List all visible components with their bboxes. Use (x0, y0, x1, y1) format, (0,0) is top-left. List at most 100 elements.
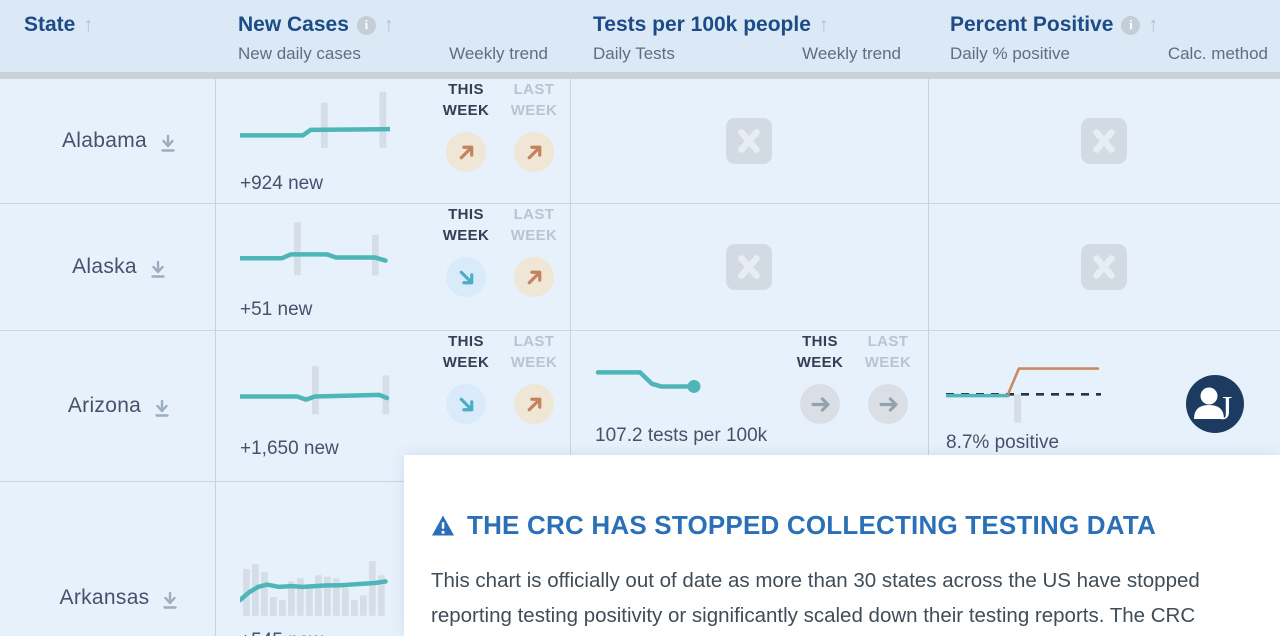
column-divider (928, 0, 929, 636)
trend-this-week: THIS WEEK (791, 331, 849, 424)
trend-last-week: LAST WEEK (505, 204, 563, 297)
notice-body: This chart is officially out of date as … (431, 569, 1200, 627)
new-cases-value: +51 new (240, 299, 313, 320)
trend-this-week: THIS WEEK (437, 331, 495, 424)
new-cases-sparkline (240, 561, 388, 616)
sort-ascending-icon[interactable]: ↑ (383, 14, 394, 36)
trend-week-label: LAST WEEK (510, 206, 558, 244)
jhu-calculated-icon[interactable]: J (1185, 374, 1245, 439)
positive-no-data-cell (928, 204, 1280, 330)
new-cases-sparkline (240, 222, 388, 276)
trend-arrow-icon (879, 396, 897, 412)
trend-this-week: THIS WEEK (437, 79, 495, 172)
state-cell: Arizona (0, 331, 215, 481)
sort-ascending-icon[interactable]: ↑ (83, 14, 94, 36)
subheader-calc-method: Calc. method (1167, 44, 1268, 63)
trend-week-label: THIS WEEK (442, 81, 490, 119)
subheader-weekly-trend: Weekly trend (449, 44, 548, 63)
daily-tests-cell: 107.2 tests per 100k (570, 331, 780, 481)
new-daily-cases-cell: +1,650 new (215, 331, 430, 481)
trend-arrow-icon (527, 397, 541, 411)
new-cases-value: +1,650 new (240, 438, 339, 459)
column-divider (215, 0, 216, 636)
percent-positive-sparkline (946, 367, 1101, 423)
state-cell: Alaska (0, 204, 215, 330)
download-state-data-button[interactable] (161, 591, 179, 610)
weekly-trend: THIS WEEK LAST WEEK (430, 204, 570, 330)
positive-no-data-cell (928, 79, 1280, 203)
daily-percent-positive-cell: 8.7% positive (928, 331, 1150, 481)
table-header: State ↑ New Cases i ↑ New daily cases We… (0, 0, 1280, 72)
trend-week-label: THIS WEEK (796, 333, 844, 371)
trend-arrow-icon (527, 270, 541, 284)
download-state-data-button[interactable] (153, 399, 171, 418)
calc-method-cell: J (1150, 331, 1280, 481)
new-daily-cases-cell: +545 new (215, 482, 430, 636)
trend-up-badge (514, 384, 554, 424)
column-divider (570, 0, 571, 636)
tests-value: 107.2 tests per 100k (595, 425, 768, 447)
notice-title: THE CRC HAS STOPPED COLLECTING TESTING D… (467, 510, 1156, 540)
table-row: Arizona +1,650 new THIS WEEK LAST WEEK 107.2 t… (0, 331, 1280, 482)
new-daily-cases-cell: +924 new (215, 79, 430, 203)
header-scroll-track (0, 72, 1280, 79)
testing-data-notice: THE CRC HAS STOPPED COLLECTING TESTING D… (404, 455, 1280, 636)
sort-ascending-icon[interactable]: ↑ (1148, 14, 1159, 36)
trend-week-label: LAST WEEK (510, 333, 558, 371)
trend-arrow-icon (459, 397, 473, 411)
trend-arrow-icon (459, 145, 473, 159)
no-data-icon (1081, 244, 1127, 290)
tests-sparkline (595, 370, 701, 394)
no-data-icon (726, 244, 772, 290)
trend-down-badge (446, 257, 486, 297)
tests-no-data-cell (570, 204, 928, 330)
new-daily-cases-cell: +51 new (215, 204, 430, 330)
header-col-tests: Tests per 100k people ↑ Daily Tests Week… (593, 0, 901, 72)
state-name: Arkansas (59, 586, 150, 609)
subheader-daily-percent-positive: Daily % positive (950, 44, 1070, 63)
table-row: Alaska +51 new THIS WEEK LAST WEEK (0, 204, 1280, 331)
trend-last-week: LAST WEEK (859, 331, 917, 424)
trend-last-week: LAST WEEK (505, 79, 563, 172)
header-tests-title: Tests per 100k people (593, 13, 811, 36)
header-col-positive: Percent Positive i ↑ Daily % positive Ca… (950, 0, 1268, 72)
download-state-data-button[interactable] (159, 134, 177, 153)
state-name: Alabama (62, 129, 147, 152)
weekly-trend: THIS WEEK LAST WEEK (780, 331, 928, 481)
trend-arrow-icon (459, 270, 473, 284)
subheader-new-daily-cases: New daily cases (238, 44, 361, 63)
tests-no-data-cell (570, 79, 928, 203)
header-positive-title: Percent Positive (950, 13, 1114, 36)
info-icon[interactable]: i (356, 15, 376, 35)
trend-week-label: LAST WEEK (864, 333, 912, 371)
header-col-state: State ↑ (24, 0, 204, 72)
svg-text:J: J (1219, 390, 1232, 427)
subheader-weekly-trend: Weekly trend (802, 44, 901, 63)
percent-positive-value: 8.7% positive (946, 432, 1060, 453)
new-cases-sparkline (240, 91, 390, 148)
state-name: Arizona (67, 394, 142, 417)
subheader-daily-tests: Daily Tests (593, 44, 675, 63)
weekly-trend: THIS WEEK LAST WEEK (430, 79, 570, 203)
table-row: Arkansas +545 new (0, 482, 1280, 636)
table-row: Alabama +924 new THIS WEEK LAST WEEK (0, 79, 1280, 204)
download-state-data-button[interactable] (149, 260, 167, 279)
trend-week-label: LAST WEEK (510, 81, 558, 119)
sort-ascending-icon[interactable]: ↑ (818, 14, 829, 36)
trend-this-week: THIS WEEK (437, 204, 495, 297)
header-col-new-cases: New Cases i ↑ New daily cases Weekly tre… (238, 0, 548, 72)
trend-arrow-icon (527, 145, 541, 159)
weekly-trend: THIS WEEK LAST WEEK (430, 331, 570, 481)
state-name: Alaska (72, 255, 137, 278)
header-state-title: State (24, 13, 76, 36)
state-cell: Alabama (0, 79, 215, 203)
trend-week-label: THIS WEEK (442, 206, 490, 244)
no-data-icon (726, 118, 772, 164)
state-cell: Arkansas (0, 482, 215, 636)
new-cases-sparkline (240, 366, 390, 415)
trend-flat-badge (800, 384, 840, 424)
info-icon[interactable]: i (1121, 15, 1141, 35)
trend-up-badge (514, 257, 554, 297)
trend-up-badge (446, 132, 486, 172)
